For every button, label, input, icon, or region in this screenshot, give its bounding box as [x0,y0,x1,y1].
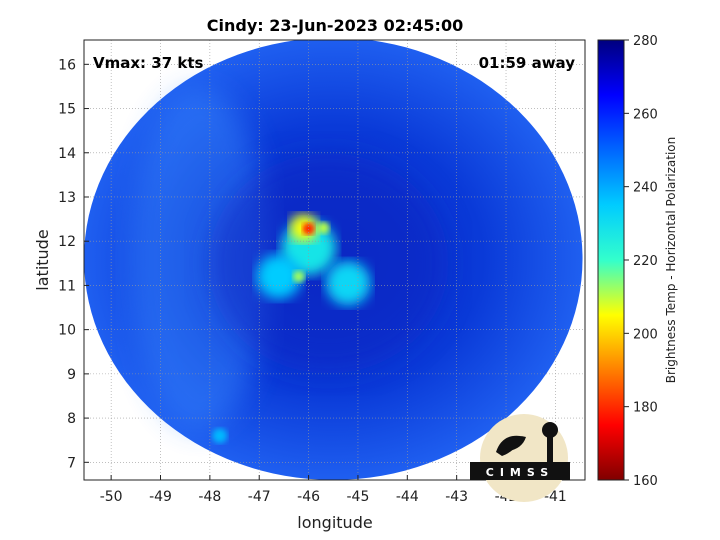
convection-feature-1 [325,261,371,306]
y-tick-label: 9 [67,367,76,383]
y-tick-label: 12 [58,234,76,250]
plot-area: -50-49-48-47-46-45-44-43-42-41 789101112… [58,39,586,505]
colorbar-tick-label: 260 [633,107,658,122]
convection-feature-7 [212,428,228,444]
colorbar-tick-label: 280 [633,34,658,49]
y-tick-label: 14 [58,146,76,162]
convection-feature-5 [317,222,330,234]
x-tick-label: -43 [445,489,468,505]
y-tick-label: 10 [58,323,76,339]
colorbar-label: Brightness Temp - Horizontal Polarizatio… [664,137,678,384]
y-tick-label: 16 [58,57,76,73]
x-tick-label: -49 [149,489,172,505]
colorbar-gradient [597,39,625,481]
colorbar: 160 180 200 220 240 260 280 Brightness Temp - … [597,34,678,489]
colorbar-ticks: 160 180 200 220 240 260 280 [624,34,658,489]
x-ticks: -50-49-48-47-46-45-44-43-42-41 [100,475,567,505]
x-tick-label: -46 [297,489,320,505]
vmax-label: Vmax: 37 kts [93,54,203,72]
logo-satellite-dish-icon-2 [504,436,526,451]
colorbar-tick-label: 220 [633,254,658,269]
grid-layer [84,40,585,480]
logo-base [470,462,570,480]
logo-water-tank-icon [542,422,558,438]
x-tick-label: -48 [198,489,221,505]
logo-tower-icon [547,432,553,462]
convection-feature-2 [256,254,302,299]
y-ticks: 7 8 9 10 11 12 13 14 15 16 [58,57,89,471]
y-axis-label: latitude [33,229,52,290]
plot-frame [83,39,586,481]
swath-outer-band [129,88,270,429]
chart-title: Cindy: 23-Jun-2023 02:45:00 [207,16,463,35]
cimss-logo: CIMSS [470,414,570,502]
y-tick-label: 7 [67,455,76,471]
colorbar-tick-label: 160 [633,474,658,489]
y-tick-label: 13 [58,190,76,206]
colorbar-tick-label: 180 [633,401,658,416]
convection-feature-4 [302,222,315,235]
x-tick-label: -47 [248,489,271,505]
logo-text: CIMSS [486,466,554,479]
colorbar-tick-label: 240 [633,181,658,196]
colorbar-tick-label: 200 [633,327,658,342]
swath-layer [84,40,583,480]
x-axis-label: longitude [297,513,372,532]
x-tick-label: -50 [100,489,123,505]
time-away-label: 01:59 away [479,54,576,72]
y-tick-label: 15 [58,102,76,118]
y-tick-label: 8 [67,411,76,427]
x-tick-label: -45 [347,489,370,505]
x-tick-label: -44 [396,489,419,505]
y-tick-label: 11 [58,278,76,294]
convection-feature-6 [292,270,305,283]
